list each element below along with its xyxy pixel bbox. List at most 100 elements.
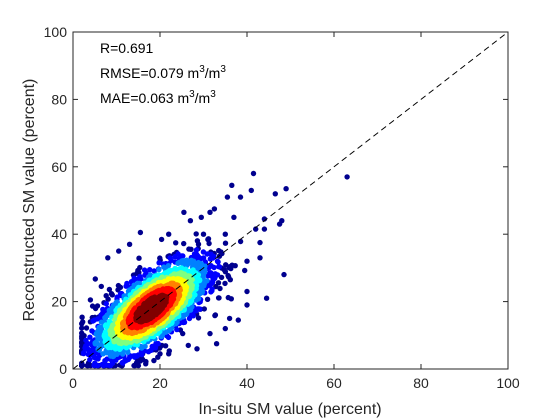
data-point (201, 306, 207, 312)
data-point (193, 247, 200, 253)
data-point (103, 301, 110, 307)
data-point (79, 325, 85, 331)
data-point (222, 231, 228, 237)
y-tick-label: 100 (44, 24, 68, 40)
data-point (204, 251, 210, 257)
data-point (166, 348, 172, 354)
data-point (250, 170, 257, 177)
data-point (222, 280, 228, 287)
data-point (261, 216, 268, 222)
data-point (83, 325, 90, 331)
data-point (156, 260, 162, 266)
data-point (237, 194, 244, 200)
data-point (207, 330, 213, 337)
stat-mae-sup2: 3 (210, 89, 216, 100)
x-tick-label: 60 (326, 375, 342, 391)
data-point (116, 248, 122, 254)
data-point (207, 209, 213, 215)
data-point (213, 341, 220, 347)
x-tick-label: 100 (496, 375, 520, 391)
data-point (85, 346, 91, 353)
data-point (242, 267, 248, 274)
plot-box (72, 31, 509, 370)
data-point (216, 264, 222, 270)
data-point (257, 255, 263, 261)
data-point (181, 240, 187, 247)
data-point (155, 354, 161, 360)
data-point (172, 254, 178, 260)
stat-r: R=0.691 (100, 40, 154, 56)
data-point (123, 283, 129, 289)
data-point (181, 209, 187, 215)
data-point (248, 187, 254, 194)
data-points (79, 170, 350, 369)
data-point (253, 226, 259, 232)
stat-mae-prefix: MAE=0.063 m (100, 90, 189, 106)
data-point (212, 312, 218, 319)
data-point (209, 286, 215, 292)
data-point (166, 231, 172, 237)
data-point (137, 229, 144, 236)
data-point (214, 258, 221, 264)
data-point (198, 214, 204, 220)
data-point (104, 356, 110, 362)
data-point (216, 247, 222, 254)
data-point (226, 315, 233, 322)
data-point (244, 302, 250, 308)
stat-rmse-sup2: 3 (220, 64, 226, 75)
x-tick-label: 80 (413, 375, 429, 391)
stat-mae-sup1: 3 (189, 89, 195, 100)
data-point (187, 218, 194, 224)
stat-mae: MAE=0.063 m3/m3 (100, 89, 216, 106)
data-point (147, 267, 153, 273)
data-point (200, 231, 207, 237)
x-tick-label: 0 (69, 375, 77, 391)
data-point (92, 305, 99, 312)
stat-mae-mid: /m (195, 90, 211, 106)
data-point (158, 236, 165, 243)
data-point (205, 273, 211, 279)
data-point (279, 218, 285, 224)
data-point (92, 276, 99, 282)
data-point (195, 315, 202, 321)
data-point (79, 314, 85, 320)
x-axis: 0 20 40 60 80 100 (69, 32, 520, 391)
data-point (222, 240, 229, 246)
data-point (218, 274, 225, 281)
data-point (283, 186, 289, 192)
data-point (138, 276, 144, 282)
data-point (193, 231, 199, 237)
y-tick-label: 40 (51, 226, 67, 242)
data-point (257, 239, 263, 246)
data-point (225, 272, 231, 279)
x-axis-label: In-situ SM value (percent) (198, 401, 381, 418)
data-point (175, 260, 181, 266)
data-point (223, 262, 229, 268)
data-point (103, 362, 110, 368)
data-point (92, 360, 98, 366)
data-point (244, 288, 250, 295)
data-point (136, 255, 142, 261)
data-point (281, 271, 287, 278)
data-point (206, 240, 212, 247)
stat-rmse: RMSE=0.079 m3/m3 (100, 64, 226, 81)
data-point (99, 361, 105, 368)
data-point (87, 297, 94, 303)
data-point (81, 333, 87, 339)
data-point (151, 268, 157, 274)
data-point (109, 292, 116, 298)
data-point (261, 226, 268, 232)
data-point (87, 334, 93, 340)
data-point (231, 214, 237, 220)
y-tick-label: 80 (51, 91, 67, 107)
data-point (105, 296, 111, 302)
data-point (185, 342, 191, 349)
stat-rmse-sup1: 3 (199, 64, 205, 75)
data-point (188, 246, 194, 252)
data-point (81, 350, 87, 356)
one-to-one-line (72, 31, 509, 370)
data-point (126, 241, 133, 247)
data-point (87, 356, 93, 363)
data-point (272, 191, 278, 197)
data-point (225, 294, 231, 301)
